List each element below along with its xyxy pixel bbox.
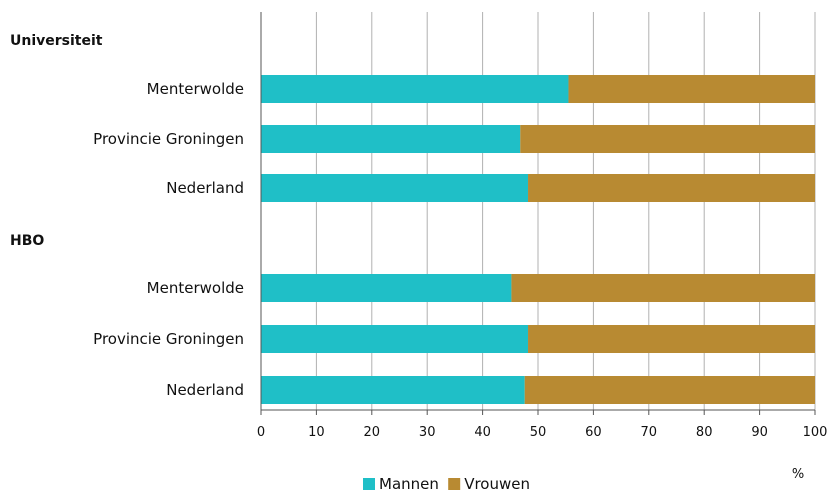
category-label: Provincie Groningen (93, 130, 244, 148)
label-layer: Universiteit Menterwolde Provincie Groning… (10, 33, 244, 399)
x-unit-label: % (792, 467, 804, 482)
x-tick-label: 50 (530, 425, 547, 440)
bar-mannen (261, 274, 512, 302)
x-tick-label: 10 (308, 425, 325, 440)
x-tick-label: 100 (803, 425, 828, 440)
x-tick-label: 0 (257, 425, 265, 440)
category-label: Menterwolde (147, 80, 244, 98)
x-tick-label: 70 (641, 425, 658, 440)
legend-label: Vrouwen (464, 475, 530, 493)
x-tick-label: 60 (585, 425, 602, 440)
legend-label: Mannen (379, 475, 439, 493)
category-label: Provincie Groningen (93, 330, 244, 348)
legend-swatch-vrouwen (448, 478, 461, 490)
bar-vrouwen (524, 376, 815, 404)
bar-vrouwen (568, 75, 815, 103)
bar-mannen (261, 325, 529, 353)
bar-mannen (261, 174, 529, 202)
bar-mannen (261, 125, 521, 153)
category-label: Menterwolde (147, 279, 244, 297)
x-tick-label: 20 (364, 425, 381, 440)
bar-mannen (261, 75, 569, 103)
x-tick-label: 90 (751, 425, 768, 440)
legend-swatch-mannen (363, 478, 375, 490)
bar-layer (261, 75, 815, 404)
category-label: Nederland (166, 381, 244, 399)
group-label: Universiteit (10, 33, 103, 49)
x-tick-label: 30 (419, 425, 436, 440)
bar-vrouwen (520, 125, 815, 153)
x-tick-label: 40 (474, 425, 491, 440)
bar-mannen (261, 376, 525, 404)
legend: Mannen Vrouwen (363, 475, 530, 493)
bar-vrouwen (528, 174, 815, 202)
bar-vrouwen (511, 274, 815, 302)
category-label: Nederland (166, 179, 244, 197)
group-label: HBO (10, 233, 44, 249)
bar-vrouwen (528, 325, 815, 353)
axis-layer: 0 10 20 30 40 50 60 70 80 90 100% (257, 12, 828, 482)
x-tick-label: 80 (696, 425, 713, 440)
